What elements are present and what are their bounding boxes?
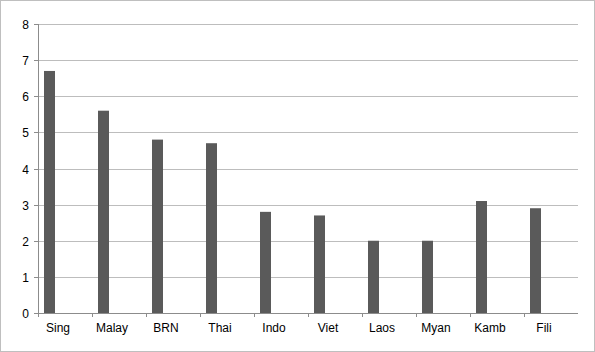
y-tick-label: 8 [22, 18, 29, 32]
chart: 0 1 2 3 4 5 6 7 8 Sing Malay BRN Thai Indo Viet Laos Mya… [0, 0, 595, 352]
x-tick [200, 313, 201, 317]
x-tick [470, 313, 471, 317]
x-tick-label: Indo [262, 321, 286, 335]
x-tick [146, 313, 147, 317]
bar [152, 140, 163, 313]
x-tick [254, 313, 255, 317]
x-tick [524, 313, 525, 317]
y-tick-label: 6 [22, 90, 29, 104]
y-tick-label: 5 [22, 126, 29, 140]
y-tick-label: 0 [22, 307, 29, 321]
y-tick-label: 2 [22, 235, 29, 249]
y-tick [34, 60, 38, 61]
y-tick-label: 4 [22, 163, 29, 177]
y-tick [34, 24, 38, 25]
y-tick-label: 7 [22, 54, 29, 68]
y-tick [34, 96, 38, 97]
bar [368, 241, 379, 313]
grid-line [38, 24, 578, 25]
grid-line [38, 132, 578, 133]
y-tick-label: 3 [22, 199, 29, 213]
x-tick [92, 313, 93, 317]
y-tick [34, 277, 38, 278]
x-tick-label: Sing [46, 321, 70, 335]
bar [206, 143, 217, 313]
bar [422, 241, 433, 313]
bar [44, 71, 55, 313]
grid-line [38, 241, 578, 242]
x-tick [362, 313, 363, 317]
y-axis [38, 24, 39, 313]
grid-line [38, 205, 578, 206]
y-tick [34, 241, 38, 242]
x-tick-label: Fili [536, 321, 551, 335]
x-tick-label: Laos [369, 321, 395, 335]
x-tick [38, 313, 39, 317]
x-tick-label: BRN [153, 321, 178, 335]
x-tick [308, 313, 309, 317]
bars [44, 71, 541, 313]
chart-border [1, 1, 595, 352]
y-tick [34, 313, 38, 314]
grid-line [38, 169, 578, 170]
bar [98, 111, 109, 313]
y-tick [34, 132, 38, 133]
y-tick [34, 205, 38, 206]
x-tick [416, 313, 417, 317]
bar [260, 212, 271, 313]
y-tick [34, 169, 38, 170]
bar [476, 201, 487, 313]
bar [530, 208, 541, 313]
grid-line [38, 60, 578, 61]
bar [314, 215, 325, 313]
x-tick-label: Thai [208, 321, 231, 335]
x-tick-label: Myan [421, 321, 450, 335]
grid-line [38, 277, 578, 278]
x-tick-label: Viet [318, 321, 339, 335]
x-tick-label: Kamb [474, 321, 506, 335]
chart-container: 0 1 2 3 4 5 6 7 8 Sing Malay BRN Thai Indo Viet Laos Mya… [0, 0, 595, 352]
x-tick-label: Malay [96, 321, 128, 335]
y-tick-label: 1 [22, 271, 29, 285]
grid-line [38, 96, 578, 97]
